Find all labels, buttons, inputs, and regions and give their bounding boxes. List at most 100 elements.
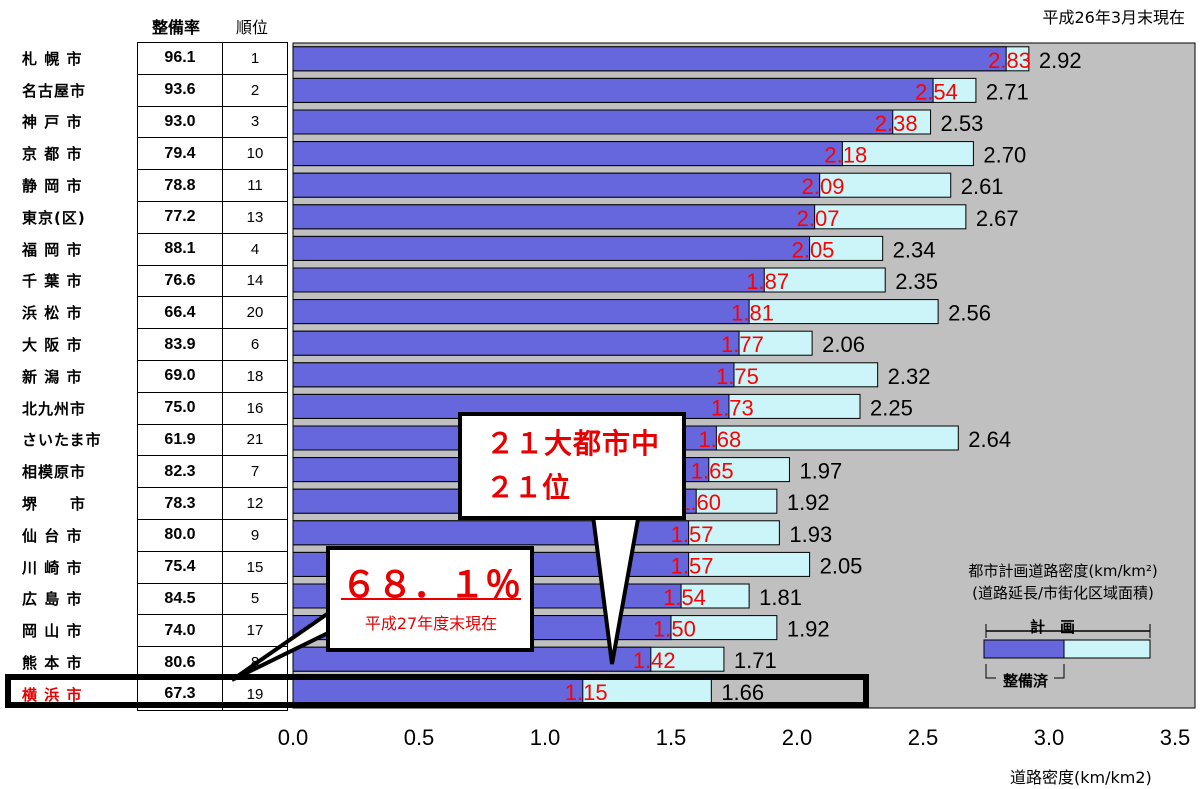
table-row: さいたま市 61.9 21 bbox=[10, 423, 288, 457]
rank-column-header: 順位 bbox=[235, 18, 268, 37]
rate-callout-date: 平成27年度末現在 bbox=[364, 614, 498, 633]
bar-built bbox=[292, 330, 740, 356]
plan-value-label: 1.81 bbox=[759, 585, 802, 610]
rate-value: 79.4 bbox=[137, 137, 223, 171]
built-value-label: 2.05 bbox=[792, 237, 835, 262]
bar-built bbox=[292, 109, 894, 135]
rate-value: 96.1 bbox=[137, 42, 223, 75]
x-tick-label: 0.5 bbox=[404, 725, 435, 750]
built-value-label: 1.81 bbox=[731, 301, 774, 326]
city-name: 新 潟 市 bbox=[22, 367, 83, 386]
built-value-label: 1.57 bbox=[671, 553, 714, 578]
city-name: 大 阪 市 bbox=[22, 336, 83, 355]
rank-value: 13 bbox=[222, 200, 288, 234]
built-value-label: 2.07 bbox=[797, 206, 840, 231]
city-name: 千 葉 市 bbox=[22, 272, 83, 291]
rate-value: 75.4 bbox=[137, 550, 223, 584]
rate-value: 69.0 bbox=[137, 359, 223, 393]
rate-value: 82.3 bbox=[137, 455, 223, 489]
legend-done-label: 整備済 bbox=[1003, 672, 1049, 690]
table-row: 京 都 市 79.4 10 bbox=[10, 137, 288, 171]
city-name: 堺 市 bbox=[22, 495, 87, 514]
bar-built bbox=[292, 678, 584, 704]
rate-value: 66.4 bbox=[137, 296, 223, 330]
rank-value: 7 bbox=[222, 455, 288, 489]
as-of-date: 平成26年3月末現在 bbox=[1042, 8, 1185, 27]
plan-value-label: 2.67 bbox=[976, 206, 1019, 231]
rank-value: 14 bbox=[222, 264, 288, 298]
rate-value: 77.2 bbox=[137, 200, 223, 234]
rank-callout-line1: ２１大都市中 bbox=[486, 427, 661, 460]
city-name: 神 戸 市 bbox=[22, 113, 83, 132]
x-tick-label: 2.0 bbox=[782, 725, 813, 750]
x-tick-label: 3.5 bbox=[1160, 725, 1191, 750]
table-row: 堺 市 78.3 12 bbox=[10, 487, 288, 520]
plan-value-label: 1.93 bbox=[789, 522, 832, 547]
rate-value: 75.0 bbox=[137, 391, 223, 425]
built-value-label: 1.68 bbox=[698, 427, 741, 452]
table-row: 新 潟 市 69.0 18 bbox=[10, 359, 288, 393]
plan-value-label: 2.25 bbox=[870, 395, 913, 420]
plan-value-label: 2.35 bbox=[895, 269, 938, 294]
bar-built bbox=[292, 204, 816, 230]
city-name: 相模原市 bbox=[22, 463, 87, 482]
legend-title-line2: (道路延長/市街化区域面積) bbox=[972, 584, 1154, 602]
plan-value-label: 2.92 bbox=[1039, 48, 1082, 73]
table-row: 岡 山 市 74.0 17 bbox=[10, 614, 288, 648]
table-row: 神 戸 市 93.0 3 bbox=[10, 105, 288, 139]
bar-built bbox=[292, 235, 811, 261]
x-tick-label: 2.5 bbox=[908, 725, 939, 750]
built-value-label: 1.42 bbox=[633, 648, 676, 673]
bar-built bbox=[292, 141, 843, 167]
rate-value: 93.0 bbox=[137, 105, 223, 139]
built-value-label: 1.87 bbox=[746, 269, 789, 294]
table-row: 広 島 市 84.5 5 bbox=[10, 582, 288, 616]
rate-value: 74.0 bbox=[137, 614, 223, 648]
table-row: 熊 本 市 80.6 8 bbox=[10, 646, 288, 679]
city-name: 札 幌 市 bbox=[22, 49, 83, 68]
bar-built bbox=[292, 267, 765, 293]
plan-value-label: 1.92 bbox=[787, 490, 830, 515]
highlight-frame bbox=[5, 674, 869, 708]
rank-value: 9 bbox=[222, 518, 288, 552]
rank-value: 8 bbox=[222, 646, 288, 679]
city-name: 川 崎 市 bbox=[22, 558, 83, 577]
rank-value: 11 bbox=[222, 169, 288, 202]
rate-callout-value: ６８．１％ bbox=[340, 565, 521, 606]
city-name: 名古屋市 bbox=[22, 81, 87, 100]
rank-value: 12 bbox=[222, 487, 288, 520]
legend-title: 都市計画道路密度(km/km²) (道路延長/市街化区域面積) bbox=[932, 560, 1194, 604]
rank-value: 20 bbox=[222, 296, 288, 330]
city-name: 浜 松 市 bbox=[22, 304, 83, 323]
plan-value-label: 2.70 bbox=[983, 143, 1026, 168]
rank-value: 3 bbox=[222, 105, 288, 139]
city-name: 京 都 市 bbox=[22, 145, 83, 164]
legend-built-swatch bbox=[983, 639, 1065, 659]
x-axis-title: 道路密度(km/km2) bbox=[1010, 768, 1152, 787]
table-row: 横 浜 市 67.3 19 bbox=[10, 677, 288, 711]
plan-value-label: 1.71 bbox=[734, 648, 777, 673]
x-tick-label: 0.0 bbox=[278, 725, 309, 750]
rate-value: 84.5 bbox=[137, 582, 223, 616]
table-row: 相模原市 82.3 7 bbox=[10, 455, 288, 489]
table-row: 千 葉 市 76.6 14 bbox=[10, 264, 288, 298]
rank-value: 19 bbox=[222, 677, 288, 711]
city-name: 岡 山 市 bbox=[22, 622, 83, 641]
rate-value: 80.6 bbox=[137, 646, 223, 679]
city-name: 熊 本 市 bbox=[22, 654, 83, 673]
rate-value: 83.9 bbox=[137, 328, 223, 361]
built-value-label: 2.38 bbox=[875, 111, 918, 136]
built-value-label: 1.57 bbox=[671, 522, 714, 547]
built-value-label: 2.09 bbox=[802, 174, 845, 199]
rank-value: 10 bbox=[222, 137, 288, 171]
city-name: 横 浜 市 bbox=[22, 685, 83, 704]
city-table: 札 幌 市 96.1 1 名古屋市 93.6 2 神 戸 市 93.0 3 京 都 市 79.4 10… bbox=[10, 42, 288, 711]
rate-value: 61.9 bbox=[137, 423, 223, 457]
rank-value: 6 bbox=[222, 328, 288, 361]
plan-value-label: 2.53 bbox=[941, 111, 984, 136]
legend-done-bracket-right bbox=[1054, 664, 1065, 679]
table-row: 札 幌 市 96.1 1 bbox=[10, 42, 288, 75]
rank-value: 5 bbox=[222, 582, 288, 616]
plan-value-label: 2.32 bbox=[888, 364, 931, 389]
plan-value-label: 1.92 bbox=[787, 617, 830, 642]
